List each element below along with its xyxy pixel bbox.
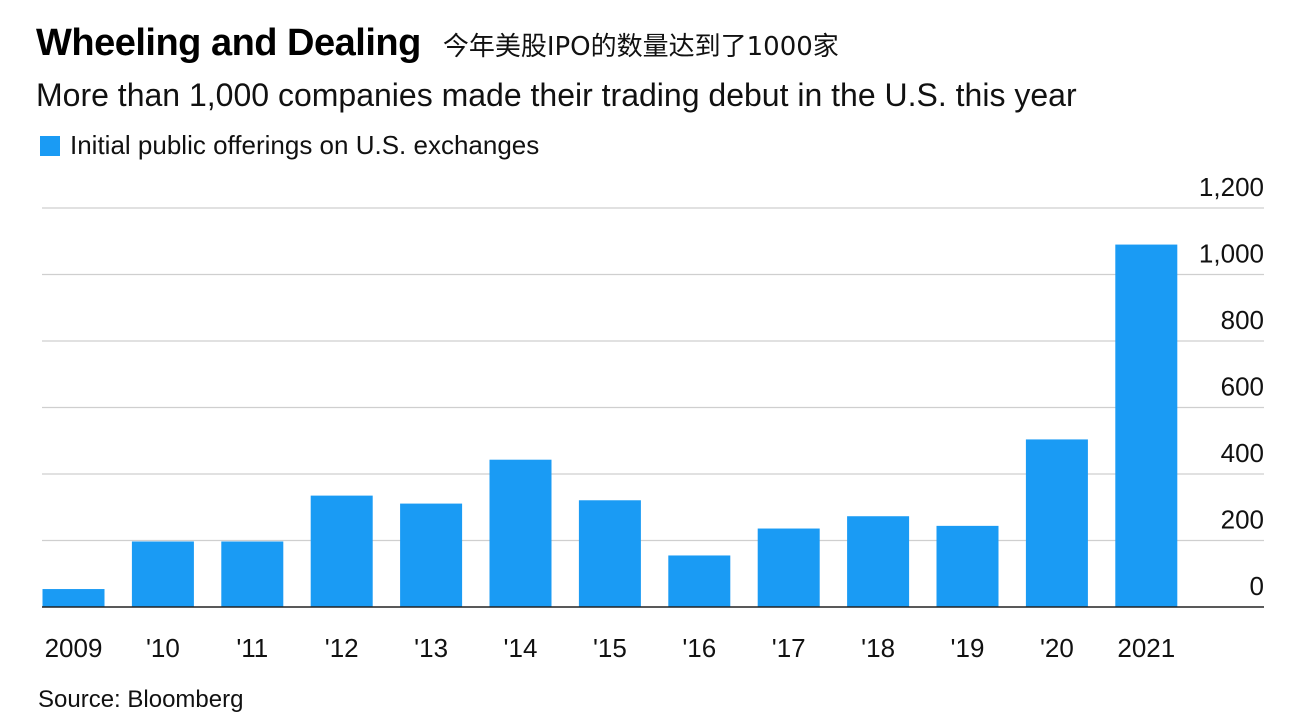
y-tick-label: 1,000 xyxy=(1199,239,1264,269)
x-tick-label: '15 xyxy=(593,633,627,663)
x-tick-label: '20 xyxy=(1040,633,1074,663)
y-tick-label: 200 xyxy=(1221,505,1264,535)
bar-20 xyxy=(1025,439,1088,607)
chart-title: Wheeling and Dealing xyxy=(36,22,421,64)
bar-2009 xyxy=(42,589,105,607)
bar-18 xyxy=(847,516,910,607)
y-tick-label: 400 xyxy=(1221,438,1264,468)
x-tick-label: '11 xyxy=(236,633,268,663)
x-tick-label: '17 xyxy=(772,633,806,663)
title-row: Wheeling and Dealing 今年美股IPO的数量达到了1000家 xyxy=(36,22,839,65)
bar-10 xyxy=(131,541,194,607)
x-tick-label: 2021 xyxy=(1117,633,1175,663)
y-tick-label: 0 xyxy=(1250,571,1264,601)
y-tick-label: 1,200 xyxy=(1199,172,1264,202)
x-tick-label: '14 xyxy=(504,633,538,663)
bar-14 xyxy=(489,459,552,607)
bar-13 xyxy=(400,503,463,607)
x-tick-label: 2009 xyxy=(45,633,103,663)
legend: Initial public offerings on U.S. exchang… xyxy=(40,130,539,161)
x-tick-label: '19 xyxy=(951,633,985,663)
legend-swatch xyxy=(40,135,60,156)
bar-17 xyxy=(757,528,820,607)
x-tick-label: '18 xyxy=(861,633,895,663)
x-tick-label: '13 xyxy=(414,633,448,663)
chart-subtitle: More than 1,000 companies made their tra… xyxy=(36,77,1077,113)
y-tick-label: 600 xyxy=(1221,372,1264,402)
bar-2021 xyxy=(1115,244,1178,607)
bar-19 xyxy=(936,525,999,607)
chart-title-chinese: 今年美股IPO的数量达到了1000家 xyxy=(442,32,839,62)
bar-12 xyxy=(310,495,373,607)
bar-16 xyxy=(668,555,731,607)
x-tick-label: '16 xyxy=(682,633,716,663)
y-tick-label: 800 xyxy=(1221,305,1264,335)
x-tick-label: '12 xyxy=(325,633,359,663)
bar-11 xyxy=(221,541,284,607)
source-note: Source: Bloomberg xyxy=(38,686,244,713)
legend-label: Initial public offerings on U.S. exchang… xyxy=(70,130,540,160)
x-tick-label: '10 xyxy=(146,633,180,663)
bar-15 xyxy=(578,500,641,607)
